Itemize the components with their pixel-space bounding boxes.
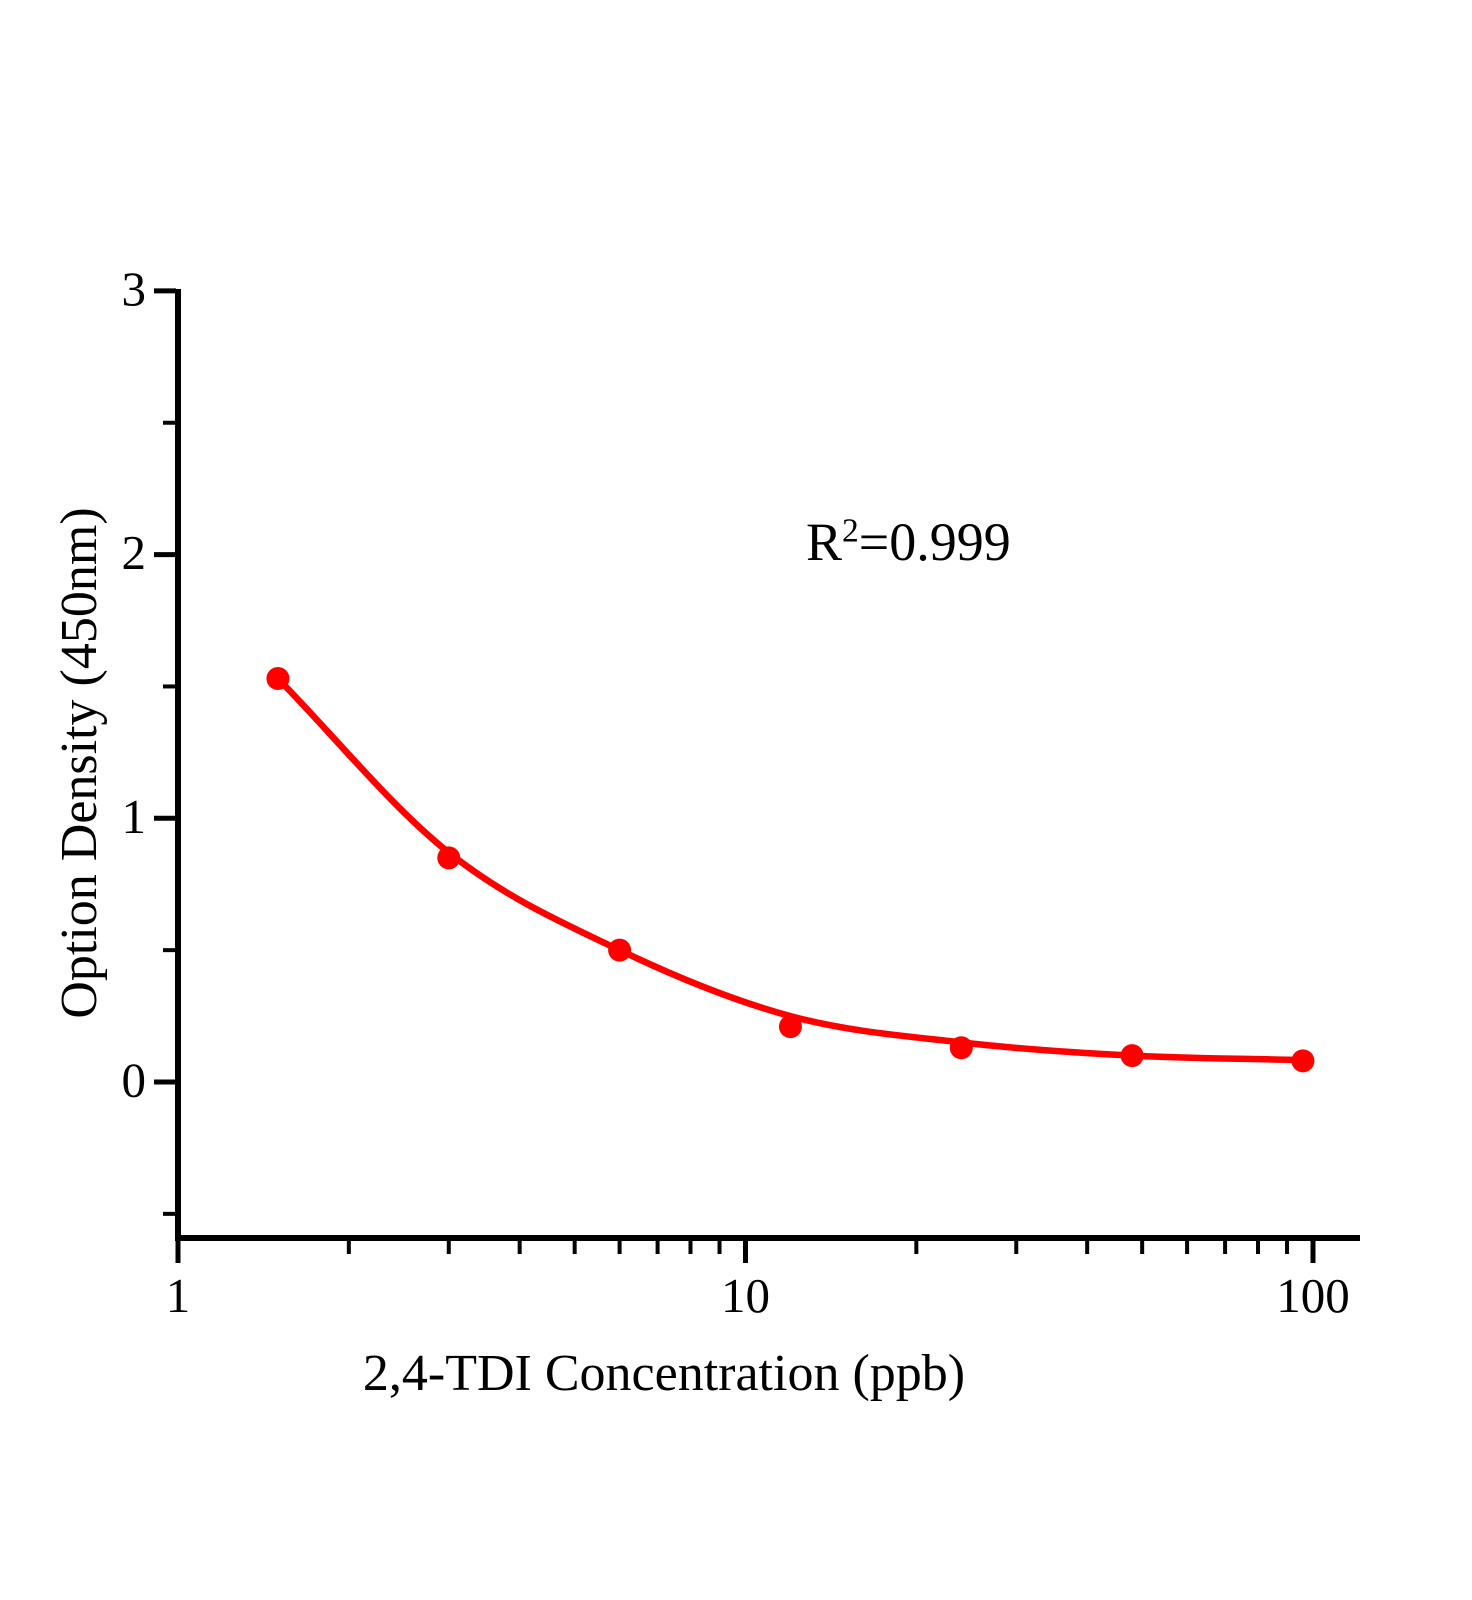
data-point <box>608 938 632 962</box>
data-point <box>1120 1044 1144 1068</box>
y-tick-label: 1 <box>122 789 147 844</box>
x-tick-label: 1 <box>166 1268 191 1323</box>
r-squared-exponent: 2 <box>842 512 859 550</box>
y-axis-title: Option Density (450nm) <box>51 507 108 1019</box>
x-axis-title: 2,4-TDI Concentration (ppb) <box>362 1345 966 1402</box>
data-point <box>437 846 461 870</box>
data-point <box>1291 1049 1315 1073</box>
r-squared-value: =0.999 <box>858 512 1011 572</box>
x-tick-label: 100 <box>1276 1268 1350 1323</box>
data-point <box>778 1015 802 1039</box>
y-tick-label: 0 <box>122 1053 147 1108</box>
fit-curve <box>274 675 1307 1064</box>
r-squared-base: R <box>806 512 843 572</box>
data-point <box>949 1036 973 1060</box>
y-tick-label: 3 <box>122 261 147 316</box>
y-tick-label: 2 <box>122 525 147 580</box>
x-tick-label: 10 <box>721 1268 770 1323</box>
axis-lines <box>175 289 1360 1241</box>
data-point <box>266 667 290 691</box>
r-squared-annotation: R2=0.999 <box>806 512 1011 572</box>
